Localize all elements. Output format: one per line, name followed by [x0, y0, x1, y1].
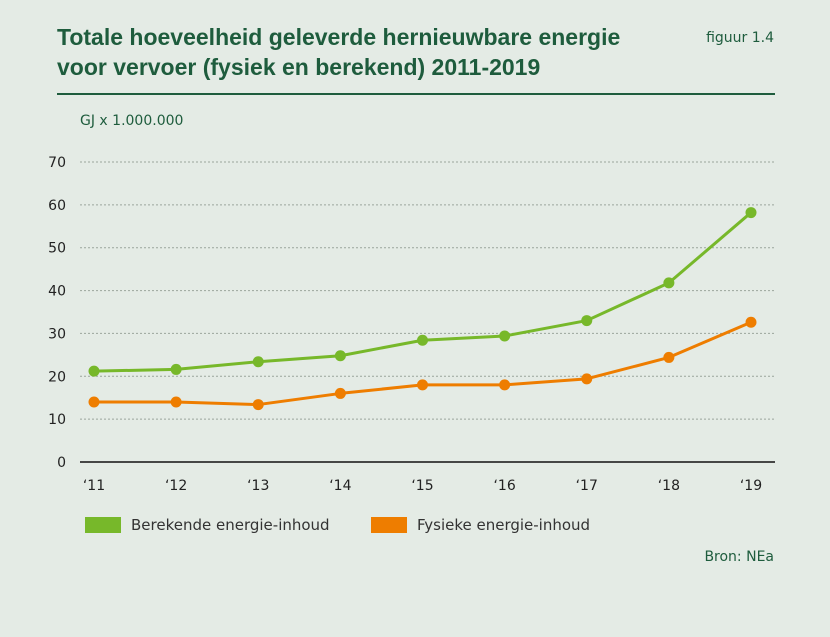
data-point-fysiek — [252, 399, 264, 411]
x-tick-label: ‘15 — [411, 478, 433, 494]
data-point-berekend — [88, 365, 100, 377]
y-tick-label: 40 — [48, 284, 66, 300]
y-tick-label: 70 — [48, 155, 66, 171]
data-point-fysiek — [170, 396, 182, 408]
y-tick-label: 0 — [57, 455, 66, 471]
x-tick-label: ‘18 — [658, 478, 680, 494]
source-note: Bron: NEa — [704, 549, 774, 565]
y-axis-unit-label: GJ x 1.000.000 — [80, 113, 184, 129]
y-tick-label: 20 — [48, 369, 66, 385]
legend-swatch-fysiek — [371, 517, 407, 533]
data-point-fysiek — [581, 373, 593, 385]
data-point-fysiek — [88, 396, 100, 408]
series-lines — [88, 207, 757, 411]
data-point-fysiek — [417, 379, 428, 391]
legend-item-berekend: Berekende energie-inhoud — [85, 516, 330, 534]
legend-label-berekend: Berekende energie-inhoud — [131, 516, 330, 534]
x-tick-label: ‘14 — [329, 478, 351, 494]
legend-item-fysiek: Fysieke energie-inhoud — [371, 516, 590, 534]
legend-label-fysiek: Fysieke energie-inhoud — [417, 516, 591, 534]
series-line-berekend — [93, 211, 752, 373]
y-tick-label: 30 — [48, 326, 66, 342]
legend-swatch-berekend — [85, 517, 121, 533]
x-tick-label: ‘16 — [493, 478, 515, 494]
figure-label: figuur 1.4 — [706, 30, 774, 46]
data-point-fysiek — [334, 387, 346, 399]
data-point-berekend — [252, 356, 264, 368]
y-tick-label: 50 — [48, 241, 66, 257]
data-point-berekend — [663, 277, 675, 289]
data-point-fysiek — [499, 379, 511, 391]
data-point-berekend — [334, 350, 346, 362]
x-tick-label: ‘17 — [576, 478, 598, 494]
data-point-berekend — [170, 363, 182, 375]
x-tick-label: ‘13 — [247, 478, 269, 494]
data-point-berekend — [745, 207, 757, 219]
data-point-berekend — [581, 315, 593, 327]
series-line-fysiek — [94, 320, 752, 407]
chart-title: Totale hoeveelheid geleverde hernieuwbar… — [57, 24, 621, 80]
data-point-fysiek — [745, 316, 757, 328]
data-point-berekend — [499, 330, 511, 342]
y-tick-label: 60 — [48, 198, 66, 214]
data-point-fysiek — [663, 351, 675, 363]
title-divider — [57, 93, 775, 95]
y-tick-labels: 0 10 20 30 40 50 60 70 — [48, 155, 66, 471]
x-tick-label: ‘12 — [165, 478, 187, 494]
grid-lines — [80, 161, 775, 463]
data-point-berekend — [417, 334, 428, 346]
x-tick-label: ‘11 — [83, 478, 105, 494]
x-tick-label: ‘19 — [740, 478, 762, 494]
y-tick-label: 10 — [48, 412, 66, 428]
x-tick-labels: ‘11 ‘12 ‘13 ‘14 ‘15 ‘16 ‘17 ‘18 ‘19 — [83, 478, 762, 494]
